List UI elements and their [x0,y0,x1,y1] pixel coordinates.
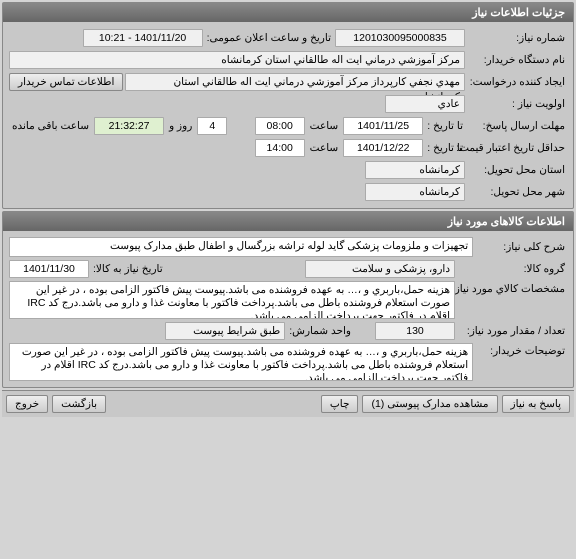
need-details-panel: جزئیات اطلاعات نیاز شماره نیاز: 12010300… [2,2,574,209]
price-time-field: 14:00 [255,139,305,157]
days-remaining-field: 4 [197,117,227,135]
price-date-field: 1401/12/22 [343,139,423,157]
quantity-field: 130 [375,322,455,340]
row-quantity: تعداد / مقدار مورد نیاز: 130 واحد شمارش:… [9,321,567,341]
price-validity-label: حداقل تاریخ اعتبار قیمت: [467,142,567,154]
row-deliver-state: استان محل تحویل: کرمانشاه [9,160,567,180]
spec-label: مشخصات کالاي مورد نیاز: [457,281,567,295]
buyer-notes-field: هزینه حمل،باربري و ،… به عهده فروشنده می… [9,343,473,381]
creator-field: مهدي نجفي کارپرداز مرکز آموزشي درماني ای… [125,73,465,91]
spacer [110,395,317,413]
price-to-label: تا تاریخ : [425,142,465,154]
need-number-field: 1201030095000835 [335,29,465,47]
group-field: دارو، پزشکی و سلامت [305,260,455,278]
row-need-number: شماره نیاز: 1201030095000835 تاریخ و ساع… [9,28,567,48]
reply-time-label: ساعت [307,120,342,132]
need-details-header: جزئیات اطلاعات نیاز [3,3,573,22]
exit-button[interactable]: خروج [6,395,48,413]
price-time-label: ساعت [307,142,342,154]
row-creator: ایجاد کننده درخواست: مهدي نجفي کارپرداز … [9,72,567,92]
announce-label: تاریخ و ساعت اعلان عمومی: [205,32,333,44]
row-buyer-notes: توضیحات خریدار: هزینه حمل،باربري و ،… به… [9,343,567,381]
row-deliver-city: شهر محل تحویل: کرمانشاه [9,182,567,202]
announce-field: 1401/11/20 - 10:21 [83,29,203,47]
row-buyer: نام دستگاه خریدار: مرکز آموزشي درماني ای… [9,50,567,70]
remaining-label: ساعت باقی مانده [9,120,92,132]
need-details-body: شماره نیاز: 1201030095000835 تاریخ و ساع… [3,22,573,208]
buyer-contact-button[interactable]: اطلاعات تماس خریدار [9,73,123,91]
goods-details-body: شرح کلی نیاز: تجهیزات و ملزومات پزشکی گا… [3,231,573,387]
reply-deadline-label: مهلت ارسال پاسخ: [467,120,567,132]
row-priority: اولویت نیاز : عادي [9,94,567,114]
need-date-label: تاریخ نیاز به کالا: [91,263,165,275]
print-button[interactable]: چاپ [321,395,359,413]
group-label: گروه کالا: [457,263,567,275]
footer-toolbar: پاسخ به نیاز مشاهده مدارک پیوستی (1) چاپ… [2,390,574,417]
goods-details-header: اطلاعات کالاهای مورد نیاز [3,212,573,231]
row-group: گروه کالا: دارو، پزشکی و سلامت تاریخ نیا… [9,259,567,279]
buyer-notes-label: توضیحات خریدار: [475,343,567,357]
deliver-city-field: کرمانشاه [365,183,465,201]
deliver-state-label: استان محل تحویل: [467,164,567,176]
reply-to-label: تا تاریخ : [425,120,465,132]
description-field: تجهیزات و ملزومات پزشکی گاید لوله تراشه … [9,237,473,257]
deliver-city-label: شهر محل تحویل: [467,186,567,198]
buyer-label: نام دستگاه خریدار: [467,54,567,66]
description-label: شرح کلی نیاز: [475,241,567,253]
unit-label: واحد شمارش: [287,325,353,337]
back-button[interactable]: بازگشت [52,395,106,413]
row-reply-deadline: مهلت ارسال پاسخ: تا تاریخ : 1401/11/25 س… [9,116,567,136]
creator-label: ایجاد کننده درخواست: [467,76,567,88]
row-spec: مشخصات کالاي مورد نیاز: هزینه حمل،باربري… [9,281,567,319]
buyer-field: مرکز آموزشي درماني ایت اله طالقاني استان… [9,51,465,69]
view-attachments-button[interactable]: مشاهده مدارک پیوستی (1) [362,395,497,413]
need-number-label: شماره نیاز: [467,32,567,44]
row-description: شرح کلی نیاز: تجهیزات و ملزومات پزشکی گا… [9,237,567,257]
reply-date-field: 1401/11/25 [343,117,423,135]
deliver-state-field: کرمانشاه [365,161,465,179]
priority-field: عادي [385,95,465,113]
countdown-timer: 21:32:27 [94,117,164,135]
goods-details-panel: اطلاعات کالاهای مورد نیاز شرح کلی نیاز: … [2,211,574,388]
days-label: روز و [166,120,195,132]
priority-label: اولویت نیاز : [467,98,567,110]
reply-button[interactable]: پاسخ به نیاز [502,395,570,413]
need-date-field: 1401/11/30 [9,260,89,278]
row-price-validity: حداقل تاریخ اعتبار قیمت: تا تاریخ : 1401… [9,138,567,158]
reply-time-field: 08:00 [255,117,305,135]
quantity-label: تعداد / مقدار مورد نیاز: [457,325,567,337]
unit-field: طبق شرایط پیوست [165,322,285,340]
spec-field: هزینه حمل،باربري و ،… به عهده فروشنده می… [9,281,455,319]
